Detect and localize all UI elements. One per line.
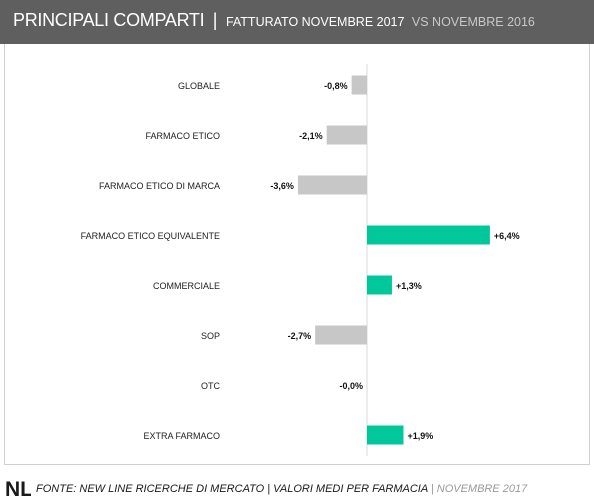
title-subtitle: FATTURATO NOVEMBRE 2017	[225, 15, 405, 29]
page-title: PRINCIPALI COMPARTI | FATTURATO NOVEMBRE…	[13, 10, 535, 31]
data-label: +6,4%	[494, 231, 520, 241]
category-label: FARMACO ETICO	[145, 131, 220, 141]
data-label: -3,6%	[270, 181, 294, 191]
svg-text:NL: NL	[5, 478, 31, 498]
bar	[297, 175, 367, 195]
source-date: | NOVEMBRE 2017	[427, 483, 528, 495]
category-label: OTC	[201, 381, 220, 391]
category-label: FARMACO ETICO DI MARCA	[99, 181, 220, 191]
bar	[367, 225, 490, 245]
title-separator: |	[212, 10, 218, 30]
category-label: SOP	[201, 331, 220, 341]
bar-chart: GLOBALE -0,8% FARMACO ETICO -2,1% FARMACO ET…	[81, 64, 520, 456]
title-main: PRINCIPALI COMPARTI	[13, 10, 205, 30]
source-text: FONTE: NEW LINE RICERCHE DI MERCATO | VA…	[36, 483, 428, 495]
category-label: COMMERCIALE	[153, 281, 220, 291]
header-bar: PRINCIPALI COMPARTI | FATTURATO NOVEMBRE…	[0, 0, 594, 44]
chart-frame: GLOBALE -0,8% FARMACO ETICO -2,1% FARMACO ET…	[4, 44, 590, 465]
category-label: FARMACO ETICO EQUIVALENTE	[81, 231, 220, 241]
bar	[315, 325, 367, 345]
source-caption: FONTE: NEW LINE RICERCHE DI MERCATO | VA…	[36, 483, 527, 495]
footer: NL FONTE: NEW LINE RICERCHE DI MERCATO |…	[0, 473, 594, 503]
bar	[326, 125, 367, 145]
category-label: EXTRA FARMACO	[143, 431, 220, 441]
data-label: +1,9%	[407, 431, 433, 441]
bar	[367, 275, 392, 295]
data-label: -0,8%	[324, 81, 348, 91]
data-label: -2,7%	[288, 331, 312, 341]
data-label: -0,0%	[339, 381, 363, 391]
data-label: -2,1%	[299, 131, 323, 141]
category-label: GLOBALE	[178, 81, 220, 91]
bar	[367, 425, 404, 445]
data-label: +1,3%	[396, 281, 422, 291]
title-compare: VS NOVEMBRE 2016	[411, 15, 535, 29]
bar	[351, 75, 367, 95]
new-line-logo: NL	[5, 478, 31, 498]
